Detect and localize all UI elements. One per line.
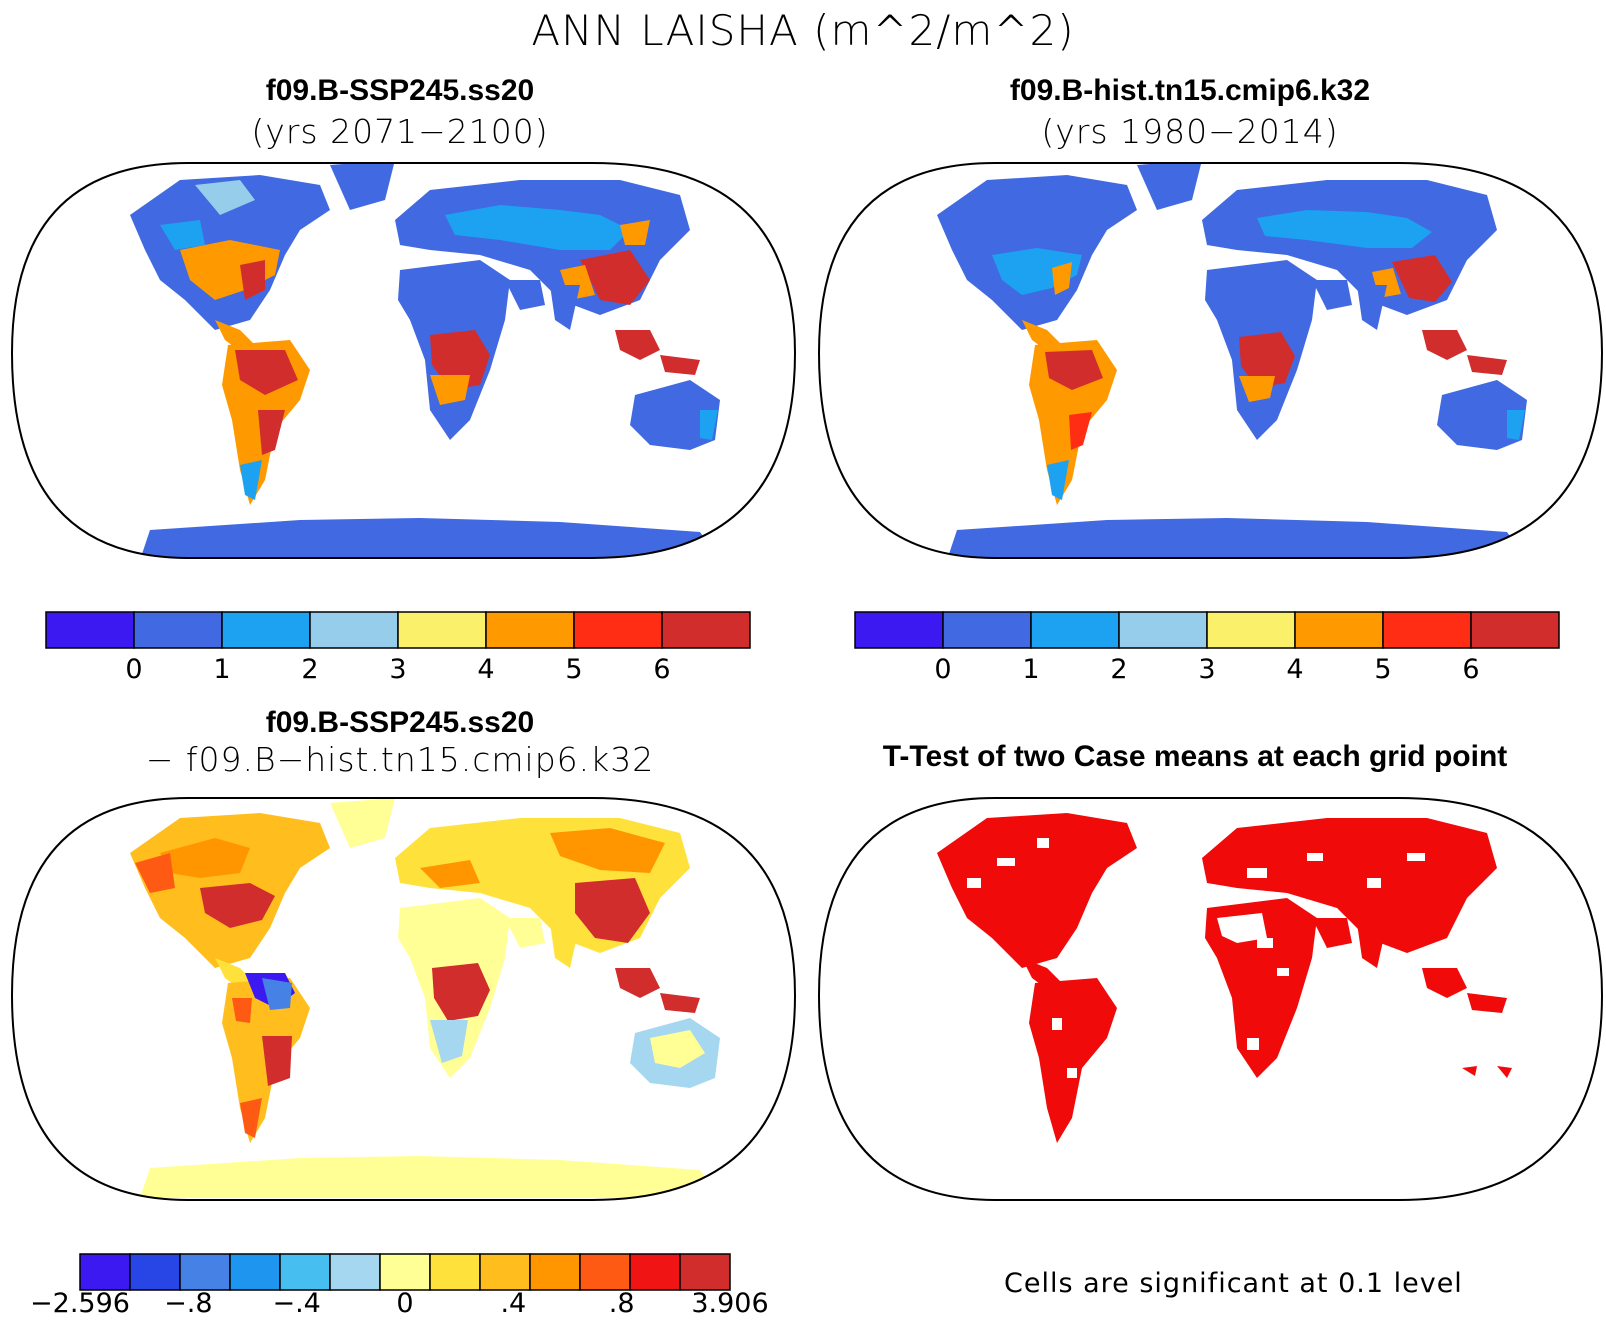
panel-subtitle-top-left: (yrs 2071−2100) (251, 112, 549, 151)
colorbar-swatch (129, 1253, 181, 1291)
colorbar-top-left (45, 611, 751, 649)
colorbar-swatch (1030, 611, 1120, 649)
panel-title-top-right: f09.B-hist.tn15.cmip6.k32 (1009, 74, 1371, 107)
map-bottom-left (10, 797, 797, 1201)
colorbar-tick-label: −.8 (164, 1288, 213, 1319)
map-bottom-right (817, 797, 1604, 1201)
colorbar-swatch (1118, 611, 1208, 649)
colorbar-swatch (279, 1253, 331, 1291)
colorbar-tick-label: 3 (389, 654, 407, 685)
colorbar-swatch (1470, 611, 1560, 649)
colorbar-tick-label: 2 (1110, 654, 1128, 685)
map-top-right (817, 162, 1604, 559)
colorbar-tick-label: 0 (125, 654, 143, 685)
colorbar-swatch (573, 611, 663, 649)
colorbar-swatch (309, 611, 399, 649)
colorbar-swatch (379, 1253, 431, 1291)
colorbar-swatch (45, 611, 135, 649)
colorbar-swatch (579, 1253, 631, 1291)
colorbar-tick-label: 0 (934, 654, 952, 685)
map-top-left (10, 162, 797, 559)
colorbar-swatch (485, 611, 575, 649)
colorbar-swatch (229, 1253, 281, 1291)
colorbar-swatch (1294, 611, 1384, 649)
colorbar-swatch (329, 1253, 381, 1291)
colorbar-tick-label: 5 (565, 654, 583, 685)
colorbar-swatch (179, 1253, 231, 1291)
significance-footnote: Cells are significant at 0.1 level (1004, 1268, 1463, 1299)
colorbar-top-right (854, 611, 1560, 649)
panel-title-bottom-left: f09.B-SSP245.ss20 (265, 706, 535, 739)
panel-subtitle-bottom-left: − f09.B−hist.tn15.cmip6.k32 (145, 740, 655, 779)
colorbar-swatch (661, 611, 751, 649)
colorbar-tick-label: .4 (500, 1288, 527, 1319)
colorbar-swatch (479, 1253, 531, 1291)
colorbar-swatch (397, 611, 487, 649)
panel-title-bottom-right: T-Test of two Case means at each grid po… (882, 740, 1508, 773)
colorbar-swatch (429, 1253, 481, 1291)
colorbar-swatch (221, 611, 311, 649)
colorbar-tick-label: 2 (301, 654, 319, 685)
colorbar-tick-label: 4 (1286, 654, 1304, 685)
colorbar-tick-label: .8 (608, 1288, 635, 1319)
colorbar-tick-label: 6 (1462, 654, 1480, 685)
panel-title-top-left: f09.B-SSP245.ss20 (265, 74, 535, 107)
colorbar-swatch (854, 611, 944, 649)
colorbar-swatch (629, 1253, 681, 1291)
colorbar-tick-label: 3.906 (691, 1288, 769, 1319)
colorbar-swatch (133, 611, 223, 649)
colorbar-tick-label: 1 (1022, 654, 1040, 685)
colorbar-swatch (679, 1253, 731, 1291)
panel-subtitle-top-right: (yrs 1980−2014) (1041, 112, 1339, 151)
colorbar-swatch (1382, 611, 1472, 649)
colorbar-swatch (942, 611, 1032, 649)
colorbar-tick-label: 5 (1374, 654, 1392, 685)
colorbar-tick-label: 3 (1198, 654, 1216, 685)
colorbar-swatch (79, 1253, 131, 1291)
colorbar-tick-label: 4 (477, 654, 495, 685)
colorbar-tick-label: −2.596 (30, 1288, 130, 1319)
figure-title: ANN LAISHA (m^2/m^2) (531, 6, 1075, 55)
colorbar-tick-label: 1 (213, 654, 231, 685)
colorbar-swatch (529, 1253, 581, 1291)
colorbar-tick-label: 6 (653, 654, 671, 685)
colorbar-tick-label: −.4 (272, 1288, 321, 1319)
colorbar-bottom-left (79, 1253, 731, 1291)
colorbar-swatch (1206, 611, 1296, 649)
colorbar-tick-label: 0 (396, 1288, 414, 1319)
